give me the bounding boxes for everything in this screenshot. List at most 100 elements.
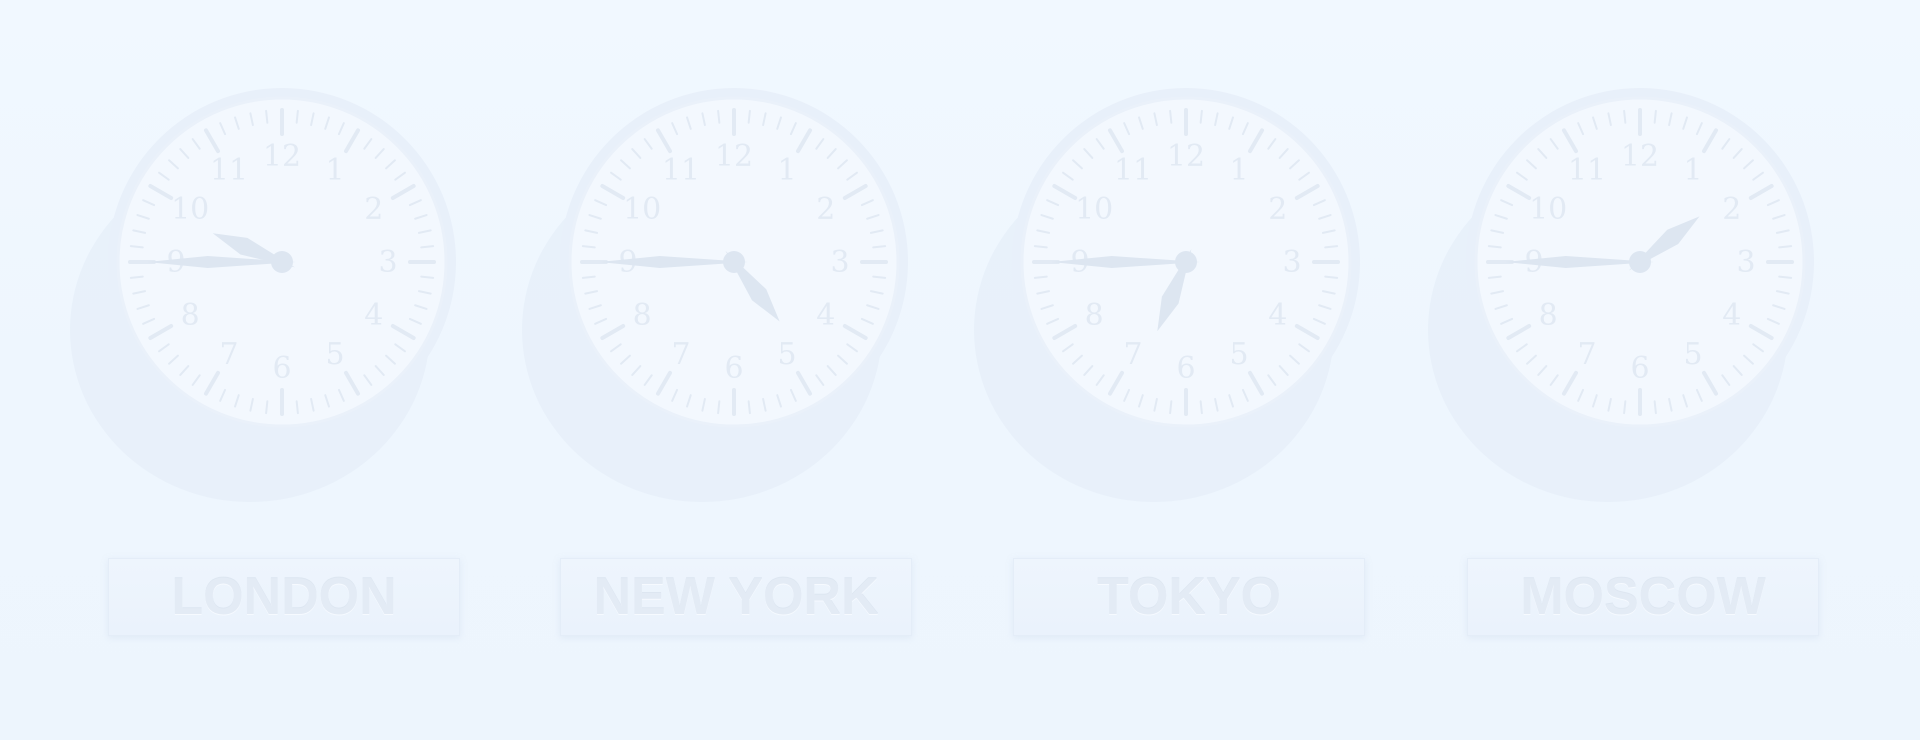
minute-tick (219, 122, 227, 136)
minute-tick (717, 400, 721, 415)
hour-tick (796, 370, 812, 396)
minute-tick (1577, 122, 1585, 136)
minute-tick (1752, 171, 1764, 181)
hour-tick (656, 370, 672, 396)
dial-number: 4 (1722, 298, 1741, 333)
dial-number: 4 (816, 298, 835, 333)
minute-tick (701, 397, 706, 412)
minute-tick (789, 122, 797, 136)
dial-number: 2 (1268, 192, 1287, 227)
minute-tick (1682, 394, 1688, 408)
minute-tick (1072, 354, 1083, 365)
minute-tick (374, 365, 385, 376)
minute-tick (132, 229, 147, 234)
minute-tick (324, 394, 330, 408)
minute-tick (1312, 199, 1326, 207)
dial-number: 8 (1085, 298, 1104, 333)
dial-number: 7 (1123, 337, 1142, 372)
minute-tick (136, 304, 150, 310)
dial-number: 10 (171, 192, 209, 227)
dial-number: 3 (1282, 245, 1301, 280)
minute-tick (265, 400, 269, 415)
minute-tick (837, 159, 848, 170)
minute-tick (310, 397, 315, 412)
dial-number: 8 (1539, 298, 1558, 333)
minute-tick (860, 317, 874, 325)
hand-pivot (723, 251, 745, 273)
minute-tick (762, 397, 767, 412)
minute-tick (1743, 354, 1754, 365)
hour-tick (600, 184, 626, 200)
minute-tick (747, 400, 751, 415)
minute-tick (1775, 290, 1790, 295)
minute-tick (701, 112, 706, 127)
hour-tick (1748, 184, 1774, 200)
minute-tick (1607, 397, 1612, 412)
minute-tick (1526, 354, 1537, 365)
minute-tick (417, 290, 432, 295)
dial-number: 5 (777, 337, 796, 372)
hour-tick (842, 184, 868, 200)
minute-tick (826, 365, 837, 376)
minute-hand (147, 256, 296, 268)
minute-tick (866, 304, 880, 310)
minute-tick (594, 199, 608, 207)
minute-tick (1318, 214, 1332, 220)
hour-tick (1052, 184, 1078, 200)
minute-tick (1123, 122, 1131, 136)
minute-tick (1721, 138, 1731, 150)
minute-tick (1169, 400, 1173, 415)
dial-number: 12 (1167, 139, 1205, 174)
minute-tick (234, 394, 240, 408)
minute-tick (1241, 388, 1249, 402)
city-label-moscow: MOSCOW (1520, 568, 1766, 626)
minute-tick (1289, 354, 1300, 365)
minute-tick (414, 304, 428, 310)
minute-tick (420, 245, 435, 249)
city-label-london: LONDON (171, 568, 397, 626)
minute-tick (168, 354, 179, 365)
minute-tick (1040, 304, 1054, 310)
minute-tick (581, 245, 596, 249)
minute-tick (1036, 229, 1051, 234)
minute-tick (1549, 374, 1559, 386)
hour-tick (344, 128, 360, 154)
minute-tick (1278, 365, 1289, 376)
hour-tick (148, 324, 174, 340)
minute-tick (136, 214, 150, 220)
minute-tick (374, 148, 385, 159)
minute-tick (1324, 275, 1339, 279)
minute-tick (1062, 171, 1074, 181)
minute-tick (1298, 171, 1310, 181)
minute-tick (1267, 138, 1277, 150)
minute-tick (610, 171, 622, 181)
minute-tick (1695, 388, 1703, 402)
minute-tick (1228, 394, 1234, 408)
minute-tick (219, 388, 227, 402)
minute-tick (815, 374, 825, 386)
minute-tick (1153, 397, 1158, 412)
hour-tick (1562, 128, 1578, 154)
hour-tick (1248, 128, 1264, 154)
minute-tick (363, 138, 373, 150)
minute-tick (1537, 365, 1548, 376)
hand-pivot (1629, 251, 1651, 273)
minute-tick (408, 317, 422, 325)
minute-tick (1653, 400, 1657, 415)
minute-tick (1312, 317, 1326, 325)
minute-tick (1199, 400, 1203, 415)
dial-number: 2 (364, 192, 383, 227)
minute-tick (1490, 229, 1505, 234)
city-label-new-york: NEW YORK (593, 568, 879, 626)
hour-tick (1562, 370, 1578, 396)
dial-number: 3 (1736, 245, 1755, 280)
minute-tick (295, 109, 299, 124)
dial-number: 2 (1722, 192, 1741, 227)
dial-number: 11 (1568, 153, 1606, 188)
dial-number: 1 (1683, 153, 1702, 188)
minute-tick (1766, 317, 1780, 325)
dial-number: 1 (1229, 153, 1248, 188)
minute-tick (414, 214, 428, 220)
minute-tick (363, 374, 373, 386)
minute-tick (158, 171, 170, 181)
